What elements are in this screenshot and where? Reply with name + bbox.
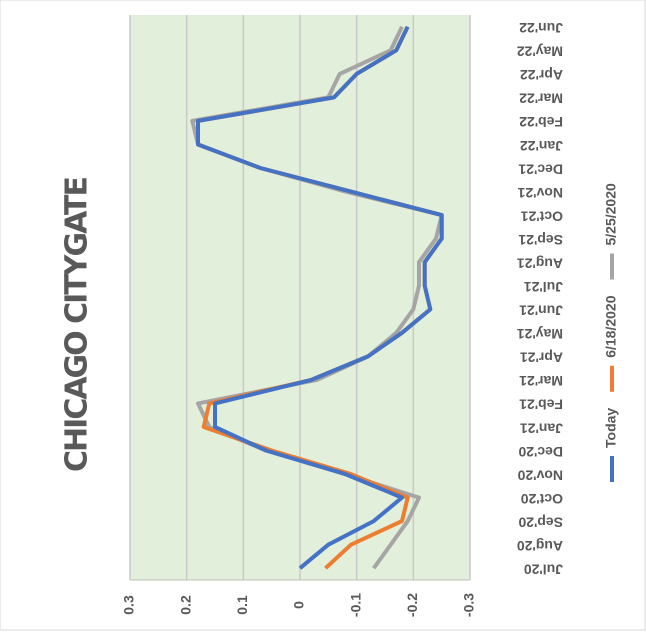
x-tick-label: Jul'20 <box>524 562 563 578</box>
x-tick-label: Mar'22 <box>519 91 563 107</box>
x-tick-label: May'22 <box>517 44 563 60</box>
x-tick-label: Sep'21 <box>518 232 563 248</box>
x-tick-label: Sep'20 <box>518 514 563 530</box>
series-line <box>196 25 444 570</box>
x-tick-label: Mar'21 <box>519 373 563 389</box>
y-tick-label: 0.3 <box>121 595 137 615</box>
x-tick-label: Aug'21 <box>517 255 563 271</box>
x-tick-label: Feb'22 <box>519 114 563 130</box>
x-tick-label: Nov'21 <box>517 185 563 201</box>
x-tick-label: Apr'21 <box>520 350 563 366</box>
y-tick-label: -0.3 <box>461 593 477 617</box>
y-tick-label: 0.1 <box>234 595 250 615</box>
x-tick-label: Dec'21 <box>518 161 563 177</box>
legend-label: Today <box>603 408 619 448</box>
y-tick-label: 0.2 <box>177 595 193 615</box>
x-tick-label: Jun'21 <box>519 303 563 319</box>
y-tick-label: 0 <box>291 601 307 609</box>
x-tick-label: Nov'20 <box>517 467 563 483</box>
y-tick-label: -0.2 <box>404 593 420 617</box>
x-tick-label: Feb'21 <box>519 397 563 413</box>
x-tick-label: Jan'22 <box>520 138 563 154</box>
x-tick-label: Jul'21 <box>524 279 563 295</box>
x-tick-label: Jun'22 <box>519 20 563 36</box>
x-tick-label: May'21 <box>517 326 563 342</box>
x-tick-label: Dec'20 <box>518 444 563 460</box>
x-tick-label: Aug'20 <box>517 538 563 554</box>
x-tick-label: Oct'21 <box>521 208 563 224</box>
x-tick-label: Jan'21 <box>520 420 563 436</box>
x-tick-label: Oct'20 <box>521 491 563 507</box>
x-tick-label: Apr'22 <box>520 67 563 83</box>
legend-label: 5/25/2020 <box>603 183 619 245</box>
chart-title: CHICAGO CITYGATE <box>60 178 95 472</box>
y-tick-label: -0.1 <box>347 593 363 617</box>
legend-label: 6/18/2020 <box>603 295 619 357</box>
